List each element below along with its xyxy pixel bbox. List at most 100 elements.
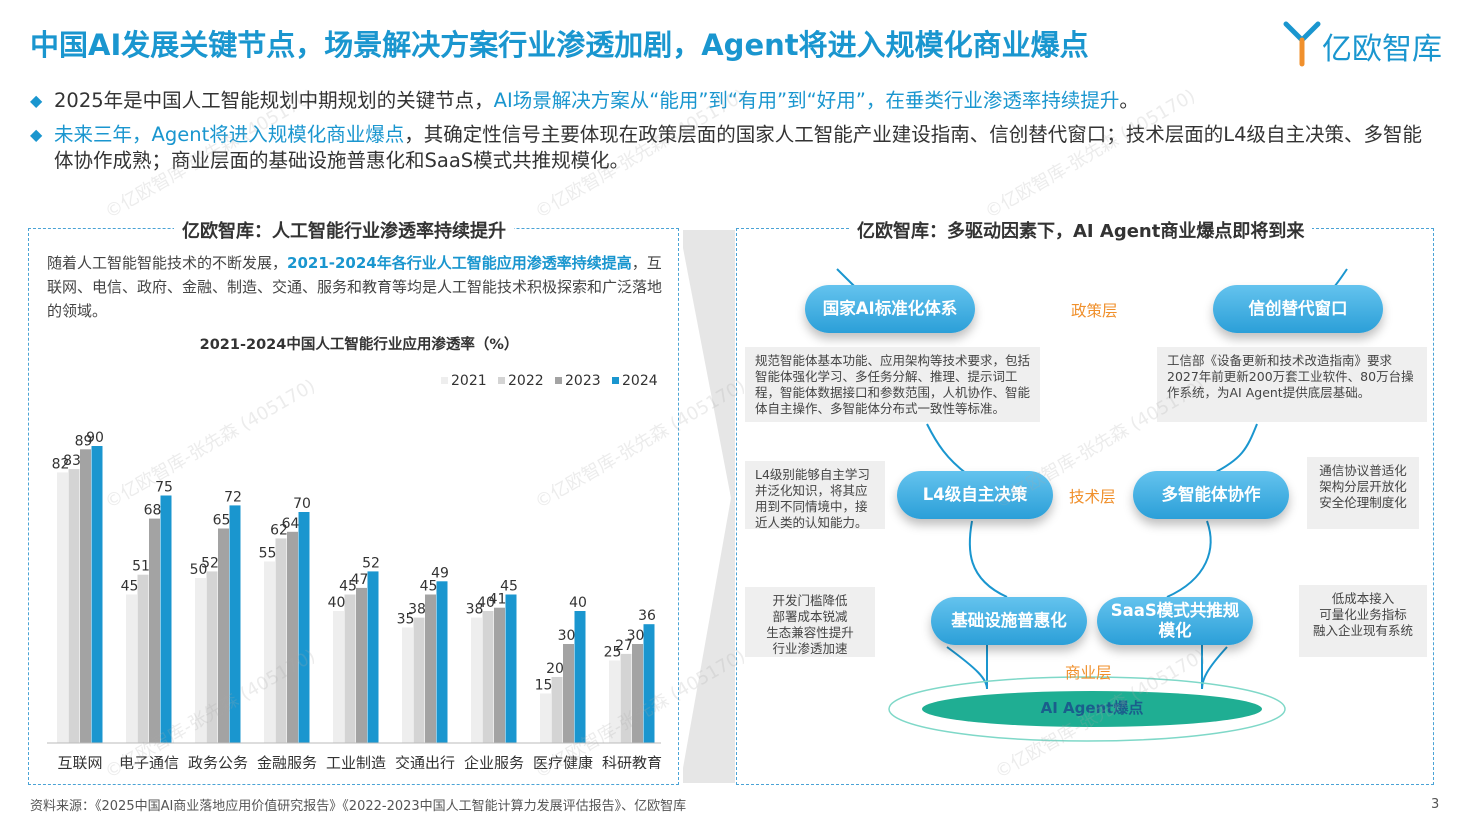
box-national-ai-desc: 规范智能体基本功能、应用架构等技术要求，包括智能体强化学习、多任务分解、推理、提…: [745, 347, 1040, 422]
penetration-bar-chart: 2021-2024中国人工智能行业应用渗透率（%） 2021 2022 2023 20…: [47, 335, 662, 769]
bar-科研教育-2023: [632, 644, 643, 743]
legend-label-2021: 2021: [451, 373, 487, 389]
bullet-1: 2025年是中国人工智能规划中期规划的关键节点，AI场景解决方案从“能用”到“有…: [30, 88, 1440, 114]
bar-label-金融服务-2024: 70: [293, 496, 311, 512]
x-tick-交通出行: 交通出行: [395, 754, 455, 769]
layer-label-business: 商业层: [1065, 664, 1112, 682]
right-panel: 亿欧智库：多驱动因素下，AI Agent商业爆点即将到来 国家AI标准化体系 信…: [736, 217, 1434, 785]
bar-label-科研教育-2021: 25: [604, 645, 622, 661]
bar-label-电子通信-2021: 45: [121, 579, 139, 595]
bar-科研教育-2021: [609, 660, 620, 743]
bar-label-科研教育-2023: 30: [627, 628, 645, 644]
node-xinchuang-window: 信创替代窗口: [1213, 285, 1383, 333]
bar-互联网-2022: [68, 469, 80, 743]
node-saas-scale: SaaS模式共推规 模化: [1097, 597, 1253, 645]
box-multi-agent-desc: 通信协议普适化 架构分层开放化 安全伦理制度化: [1307, 457, 1419, 529]
bar-label-电子通信-2023: 68: [144, 503, 162, 519]
node-national-ai-standard: 国家AI标准化体系: [805, 285, 975, 333]
bar-工业制造-2023: [356, 587, 367, 743]
page-number: 3: [1431, 797, 1440, 812]
bar-label-工业制造-2021: 40: [328, 595, 346, 611]
right-panel-title: 亿欧智库：多驱动因素下，AI Agent商业爆点即将到来: [849, 217, 1313, 243]
bar-电子通信-2024: [160, 495, 172, 743]
bar-电子通信-2021: [126, 594, 137, 743]
bullet-1-text: 2025年是中国人工智能规划中期规划的关键节点，: [54, 89, 494, 112]
bar-label-交通出行-2024: 49: [431, 565, 449, 581]
bar-label-医疗健康-2022: 20: [546, 661, 564, 677]
bar-label-企业服务-2024: 45: [500, 579, 518, 595]
node-infra-inclusive: 基础设施普惠化: [931, 597, 1087, 645]
bar-政务公务-2023: [218, 528, 229, 743]
bar-金融服务-2024: [298, 512, 310, 743]
bar-label-交通出行-2023: 45: [420, 579, 438, 595]
bar-label-医疗健康-2024: 40: [569, 595, 587, 611]
left-panel: 亿欧智库：人工智能行业渗透率持续提升 随着人工智能智能技术的不断发展，2021-…: [28, 217, 679, 785]
left-panel-intro: 随着人工智能智能技术的不断发展，2021-2024年各行业人工智能应用渗透率持续…: [47, 251, 662, 323]
legend-swatch-2021: [441, 377, 448, 384]
x-tick-政务公务: 政务公务: [188, 754, 248, 769]
layer-label-policy: 政策层: [1071, 302, 1118, 320]
core-glow-inner: [922, 691, 1262, 727]
bar-企业服务-2022: [482, 611, 494, 743]
x-tick-金融服务: 金融服务: [257, 754, 317, 769]
driver-connectors: [836, 268, 1348, 742]
bar-label-电子通信-2024: 75: [155, 480, 173, 496]
bar-工业制造-2022: [344, 594, 356, 743]
bar-工业制造-2024: [367, 571, 379, 743]
node-multi-agent: 多智能体协作: [1133, 471, 1289, 519]
intro-text-end: ，互联网、电信、政府、金融、制造、交通、服务和教育等均是人工智能技术积极探索和广…: [47, 254, 663, 320]
x-axis-labels: 互联网 电子通信 政务公务 金融服务 工业制造 交通出行 企业服务 医疗健康 科研教育: [57, 754, 662, 769]
bar-政务公务-2022: [206, 571, 218, 743]
bar-交通出行-2022: [413, 617, 425, 743]
legend-swatch-2023: [555, 377, 562, 384]
bar-互联网-2021: [57, 472, 68, 743]
bar-政务公务-2021: [195, 578, 206, 743]
chart-legend: 2021 2022 2023 2024: [441, 373, 658, 389]
bar-label-金融服务-2023: 64: [282, 516, 300, 532]
left-panel-title: 亿欧智库：人工智能行业渗透率持续提升: [174, 217, 514, 243]
bar-电子通信-2022: [137, 574, 149, 743]
box-infra-desc: 开发门槛降低 部署成本锐减 生态兼容性提升 行业渗透加速: [745, 587, 875, 657]
bar-交通出行-2024: [436, 581, 448, 743]
node-infra-label: 基础设施普惠化: [951, 611, 1067, 630]
bar-label-交通出行-2021: 35: [397, 612, 415, 628]
logo: 亿欧智库: [1282, 20, 1452, 68]
bar-label-电子通信-2022: 51: [132, 559, 150, 575]
bar-label-医疗健康-2021: 15: [535, 678, 553, 694]
box-xinchuang-desc: 工信部《设备更新和技术改造指南》要求2027年前更新200万套工业软件、80万台…: [1157, 347, 1427, 422]
bar-金融服务-2022: [275, 538, 287, 743]
bar-label-互联网-2023: 89: [75, 433, 93, 449]
bar-医疗健康-2021: [540, 693, 551, 743]
page-title: 中国AI发展关键节点，场景解决方案行业渗透加剧，Agent将进入规模化商业爆点: [30, 28, 1089, 62]
legend-swatch-2022: [498, 377, 505, 384]
bar-金融服务-2021: [264, 561, 275, 743]
source-note: 资料来源：《2025中国AI商业落地应用价值研究报告》《2022-2023中国人…: [30, 799, 687, 814]
bullet-1-end: 。: [1119, 89, 1139, 112]
box-l4-desc: L4级别能够自主学习并泛化知识，将其应用到不同情境中，接近人类的认知能力。: [745, 461, 885, 530]
bar-政务公务-2024: [229, 505, 241, 743]
bar-医疗健康-2024: [574, 611, 586, 743]
bar-label-企业服务-2022: 40: [477, 595, 495, 611]
bar-label-医疗健康-2023: 30: [558, 628, 576, 644]
bar-label-工业制造-2022: 45: [339, 579, 357, 595]
bar-互联网-2023: [80, 449, 91, 743]
bar-label-企业服务-2023: 41: [489, 592, 507, 608]
summary-bullets: 2025年是中国人工智能规划中期规划的关键节点，AI场景解决方案从“能用”到“有…: [30, 88, 1440, 182]
intro-text: 随着人工智能智能技术的不断发展，: [47, 254, 288, 272]
bar-互联网-2024: [91, 446, 103, 743]
bar-医疗健康-2022: [551, 677, 563, 743]
core-ai-agent-label: AI Agent爆点: [1040, 699, 1144, 717]
bar-label-金融服务-2022: 62: [270, 522, 288, 538]
legend-label-2024: 2024: [622, 373, 658, 389]
bar-label-工业制造-2024: 52: [362, 555, 380, 571]
intro-highlight: 2021-2024年各行业人工智能应用渗透率持续提高: [287, 254, 632, 272]
bar-label-交通出行-2022: 38: [408, 602, 426, 618]
bar-label-科研教育-2022: 27: [615, 638, 633, 654]
legend-swatch-2024: [612, 377, 619, 384]
bar-科研教育-2024: [643, 624, 655, 743]
bullet-1-highlight: AI场景解决方案从“能用”到“有用”到“好用”，在垂类行业渗透率持续提升: [493, 89, 1120, 112]
bar-工业制造-2021: [333, 611, 344, 743]
x-tick-工业制造: 工业制造: [326, 754, 386, 769]
bullet-2-text: ，其确定性信号主要体现在政策层面的国家人工智能产业建设指南、信创替代窗口；技术层…: [54, 123, 1423, 172]
core-glow-outer: [888, 676, 1286, 742]
